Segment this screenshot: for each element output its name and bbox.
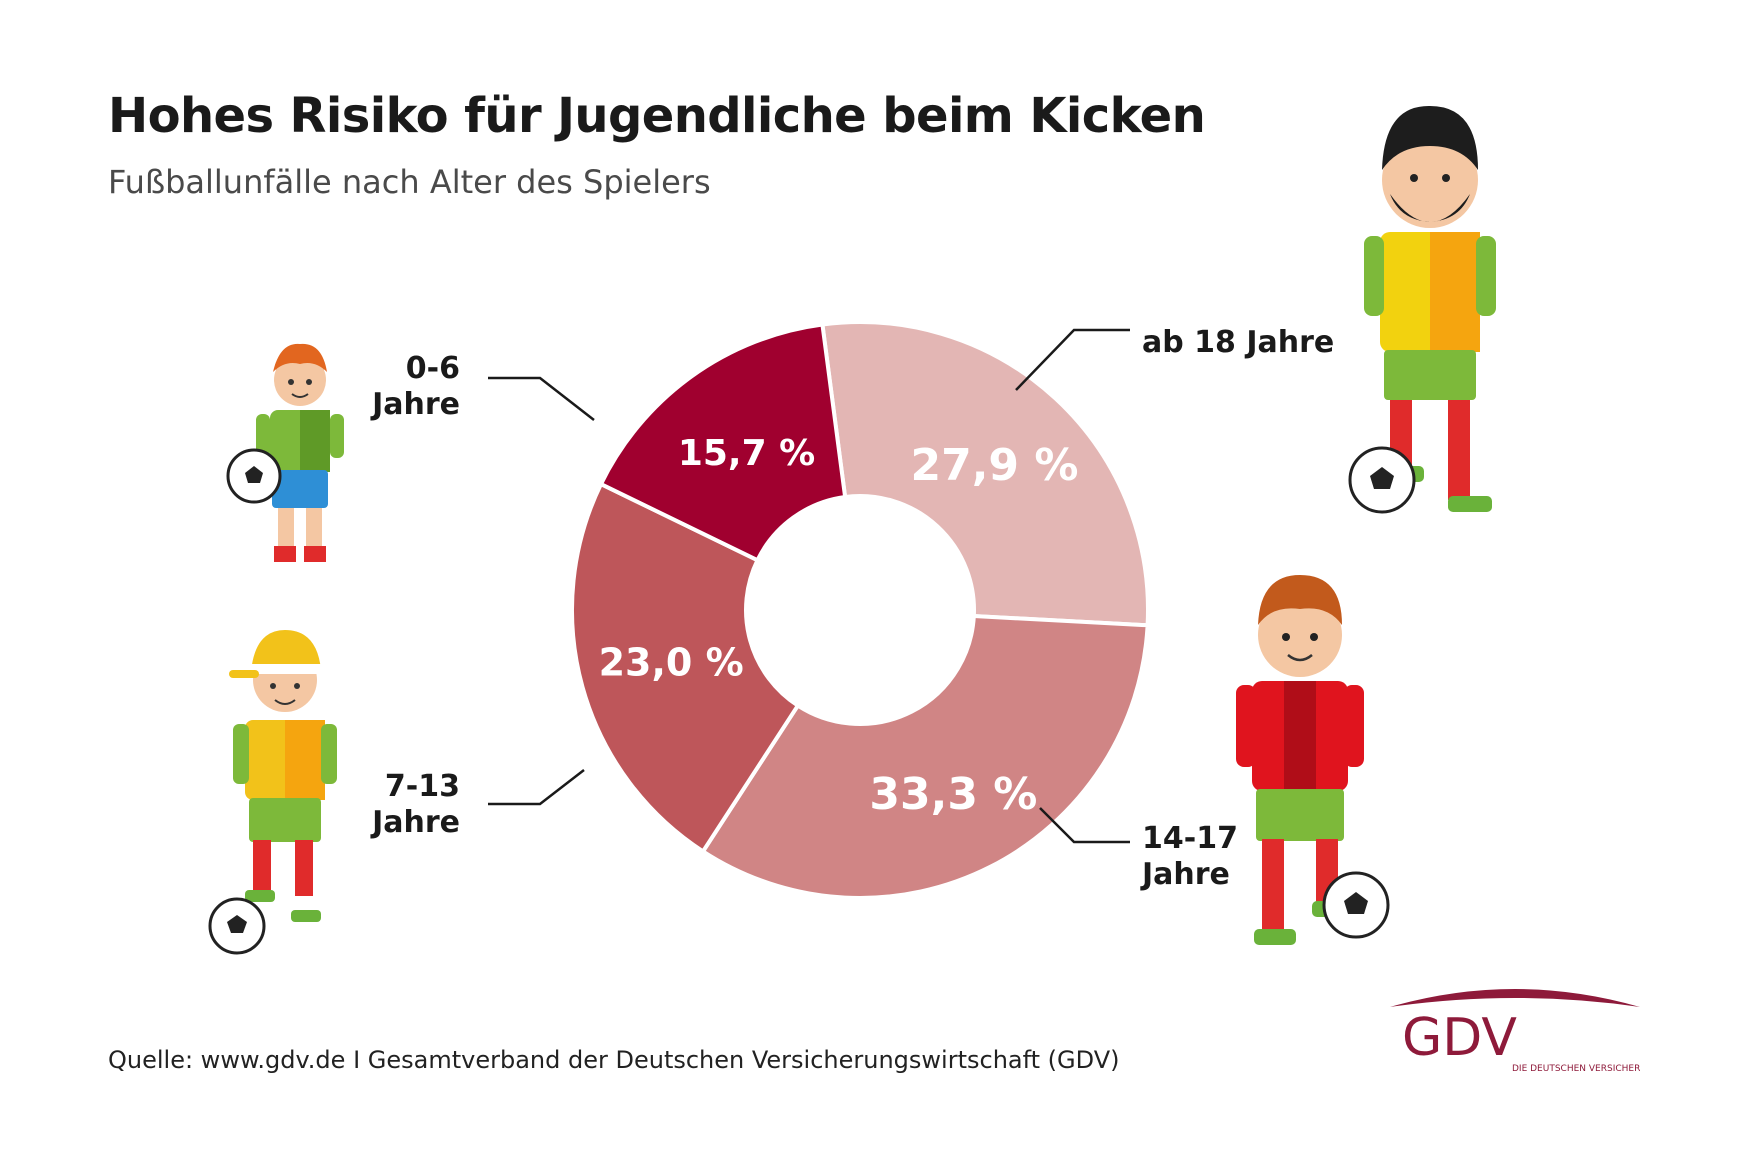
player-adult-icon <box>1348 105 1496 514</box>
slice-value-label-3: 15,7 % <box>678 433 815 474</box>
category-label-3-0: 0-6 <box>406 351 460 386</box>
gdv-logo-tagline: DIE DEUTSCHEN VERSICHERER <box>1512 1064 1640 1074</box>
category-label-1-0: 14-17 <box>1142 821 1238 856</box>
donut-slice-3 <box>598 322 848 563</box>
donut-slice-1 <box>700 613 1150 900</box>
leader-line-2 <box>488 769 585 806</box>
donut-slice-0 <box>820 320 1150 628</box>
category-label-0-0: ab 18 Jahre <box>1142 325 1334 360</box>
leader-line-3 <box>488 376 595 421</box>
category-label-1-1: Jahre <box>1140 857 1230 892</box>
slice-value-label-1: 33,3 % <box>869 769 1037 820</box>
player-small-kid-icon <box>226 343 344 562</box>
leader-line-1 <box>1039 807 1130 844</box>
leader-line-0 <box>1015 328 1130 391</box>
chart-subtitle: Fußballunfälle nach Alter des Spielers <box>108 163 711 201</box>
player-teen-icon <box>1236 575 1390 945</box>
donut-slices <box>570 320 1150 900</box>
category-label-3-1: Jahre <box>370 387 460 422</box>
category-label-2-0: 7-13 <box>385 769 460 804</box>
chart-title: Hohes Risiko für Jugendliche beim Kicken <box>108 88 1206 144</box>
leader-lines <box>488 328 1130 844</box>
slice-value-label-0: 27,9 % <box>910 440 1078 491</box>
player-cap-kid-icon <box>208 630 337 955</box>
category-label-2-1: Jahre <box>370 805 460 840</box>
slice-value-label-2: 23,0 % <box>599 641 744 685</box>
gdv-logo-text: GDV <box>1402 1008 1517 1068</box>
donut-slice-2 <box>570 481 801 855</box>
source-note: Quelle: www.gdv.de I Gesamtverband der D… <box>108 1046 1120 1074</box>
gdv-logo: GDV DIE DEUTSCHEN VERSICHERER <box>1390 989 1640 1074</box>
